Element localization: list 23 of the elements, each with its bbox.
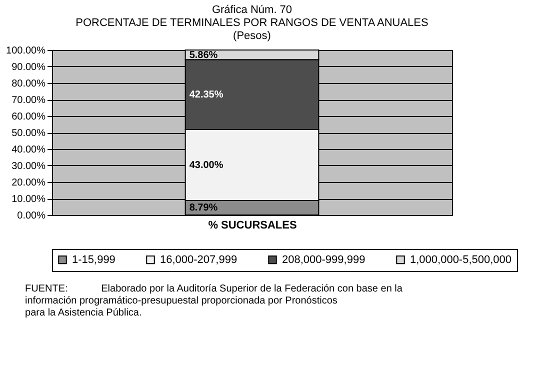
data-label: 43.00% (189, 160, 224, 172)
y-tick-label: 20.00% (12, 178, 46, 188)
y-tick-label: 50.00% (12, 128, 46, 139)
y-tick-label: 80.00% (12, 78, 46, 90)
y-tick-label: 100.00% (6, 46, 46, 56)
y-tick-label: 60.00% (12, 112, 46, 122)
data-label: 8.79% (189, 202, 218, 214)
y-tick-label: 70.00% (12, 95, 46, 106)
data-label: 5.86% (189, 50, 218, 61)
legend-label: 208,000-999,999 (282, 254, 366, 266)
y-tick-label: 30.00% (12, 161, 46, 172)
data-label: 42.35% (189, 90, 224, 101)
legend-label: 16,000-207,999 (160, 254, 238, 266)
y-tick-label: 90.00% (12, 62, 46, 73)
y-tick-label: 0.00% (17, 210, 46, 222)
x-axis-title: % SUCURSALES (208, 220, 297, 232)
y-tick-label: 10.00% (12, 194, 46, 205)
legend-label: 1,000,000-5,500,000 (410, 254, 512, 266)
chart-title: Gráfica Núm. 70 PORCENTAJE DE TERMINALES POR RANGOS DE VENTA ANUALES (Pesos) (76, 4, 428, 42)
legend-label: 1-15,999 (72, 254, 116, 266)
text: FUENTE: Elaborado por la Auditoría Superior de la Federación con base en la (25, 284, 402, 294)
text: información programático-presupuestal proporcionada por Pronósticos para la Asistencia Pública. (25, 296, 338, 318)
y-tick-label: 40.00% (12, 144, 46, 156)
